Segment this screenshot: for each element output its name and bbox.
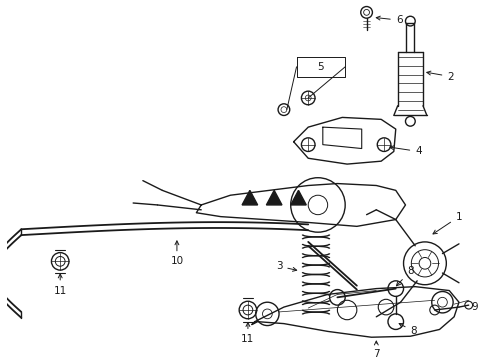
Text: 9: 9 — [472, 302, 478, 312]
Polygon shape — [267, 190, 282, 205]
Text: 5: 5 — [318, 62, 324, 72]
Polygon shape — [242, 190, 258, 205]
Text: 1: 1 — [433, 212, 462, 234]
Text: 11: 11 — [241, 323, 254, 344]
Text: 10: 10 — [171, 241, 183, 266]
Text: 11: 11 — [53, 274, 67, 296]
Text: 4: 4 — [390, 146, 422, 157]
Text: 2: 2 — [427, 71, 454, 82]
Text: 7: 7 — [373, 341, 380, 359]
Text: 8: 8 — [399, 324, 417, 336]
Text: 8: 8 — [396, 266, 414, 286]
Polygon shape — [291, 190, 306, 205]
Text: 6: 6 — [376, 15, 402, 25]
Text: 3: 3 — [276, 261, 296, 271]
